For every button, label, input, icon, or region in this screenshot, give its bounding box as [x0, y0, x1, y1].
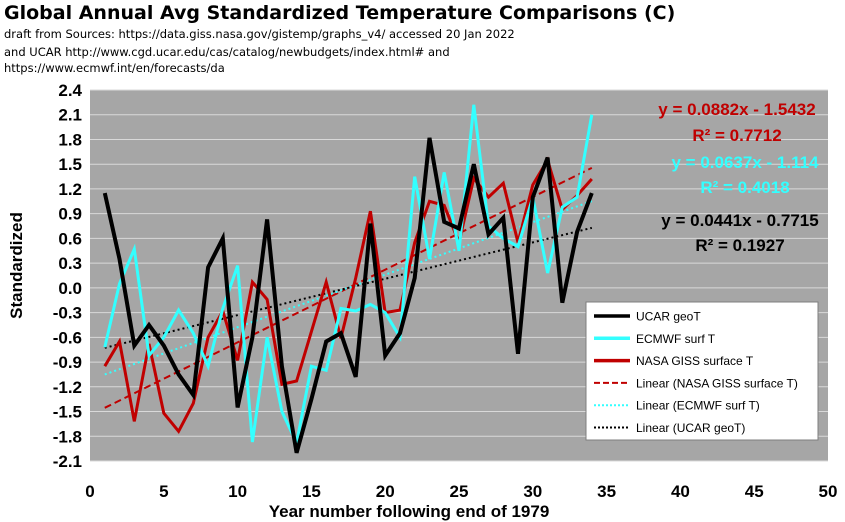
source-line-2: and UCAR http://www.cgd.ucar.edu/cas/cat… — [4, 45, 450, 59]
x-tick-label: 40 — [671, 482, 690, 501]
y-tick-labels: -2.1 -1.8 -1.5 -1.2 -0.9 -0.6 -0.3 0.0 0.3 0.6 0.9… — [53, 81, 83, 471]
source-line-1: draft from Sources: https://data.giss.na… — [4, 27, 515, 41]
legend-label: Linear (NASA GISS surface T) — [636, 376, 798, 390]
series-line-2 — [103, 156, 593, 435]
x-tick-label: 25 — [450, 482, 469, 501]
trend-equation: y = 0.0882x - 1.5432 — [658, 100, 815, 119]
y-tick-label: 0.3 — [58, 254, 82, 273]
trend-r2: R² = 0.7712 — [692, 126, 781, 145]
y-tick-label: -2.1 — [53, 452, 82, 471]
trend-r2: R² = 0.1927 — [695, 236, 784, 255]
legend-label: Linear (ECMWF surf T) — [636, 399, 760, 413]
x-tick-label: 50 — [819, 482, 838, 501]
source-line-3: https://www.ecmwf.int/en/forecasts/da — [4, 61, 225, 75]
y-axis-label: Standardized — [7, 212, 26, 319]
y-tick-label: -1.2 — [53, 378, 82, 397]
x-tick-labels: 0 5 10 15 20 25 30 35 40 45 50 — [85, 482, 837, 501]
y-tick-label: -0.9 — [53, 353, 82, 372]
y-tick-label: 1.2 — [58, 180, 82, 199]
chart-title: Global Annual Avg Standardized Temperatu… — [4, 2, 676, 24]
y-tick-label: 2.4 — [58, 81, 82, 100]
x-tick-label: 30 — [523, 482, 542, 501]
y-tick-label: 2.1 — [58, 106, 82, 125]
legend-label: Linear (UCAR geoT) — [636, 421, 745, 435]
y-tick-label: 0.6 — [58, 229, 82, 248]
series-line-1 — [103, 104, 594, 448]
trend-equation: y = 0.0441x - 0.7715 — [661, 211, 818, 230]
y-tick-label: -1.8 — [53, 427, 82, 446]
y-tick-label: 1.8 — [58, 130, 82, 149]
y-tick-label: -0.3 — [53, 304, 82, 323]
y-tick-label: 1.5 — [58, 155, 82, 174]
legend-label: NASA GISS surface T — [636, 354, 754, 368]
trend-equation: y = 0.0637x - 1.114 — [672, 153, 820, 172]
x-tick-label: 45 — [745, 482, 764, 501]
legend-label: ECMWF surf T — [636, 332, 716, 346]
trendline-2 — [104, 226, 593, 349]
data-series — [102, 104, 594, 454]
x-tick-label: 20 — [376, 482, 395, 501]
x-tick-label: 10 — [228, 482, 247, 501]
legend-label: UCAR geoT — [636, 310, 701, 324]
legend: UCAR geoT ECMWF surf T NASA GISS surface T… — [585, 301, 819, 441]
x-tick-label: 35 — [597, 482, 616, 501]
y-tick-label: 0.0 — [58, 279, 82, 298]
y-tick-label: 0.9 — [58, 205, 82, 224]
trend-equations: y = 0.0882x - 1.5432 R² = 0.7712 y = 0.063… — [658, 100, 819, 255]
trendline-1 — [104, 200, 593, 376]
y-tick-label: -0.6 — [53, 328, 82, 347]
legend-box — [585, 301, 819, 441]
series-line-0 — [102, 137, 594, 454]
trend-r2: R² = 0.4018 — [700, 178, 789, 197]
y-tick-label: -1.5 — [53, 403, 82, 422]
x-tick-label: 5 — [159, 482, 168, 501]
x-tick-label: 0 — [85, 482, 94, 501]
x-tick-label: 15 — [302, 482, 321, 501]
x-axis-label: Year number following end of 1979 — [269, 502, 550, 521]
